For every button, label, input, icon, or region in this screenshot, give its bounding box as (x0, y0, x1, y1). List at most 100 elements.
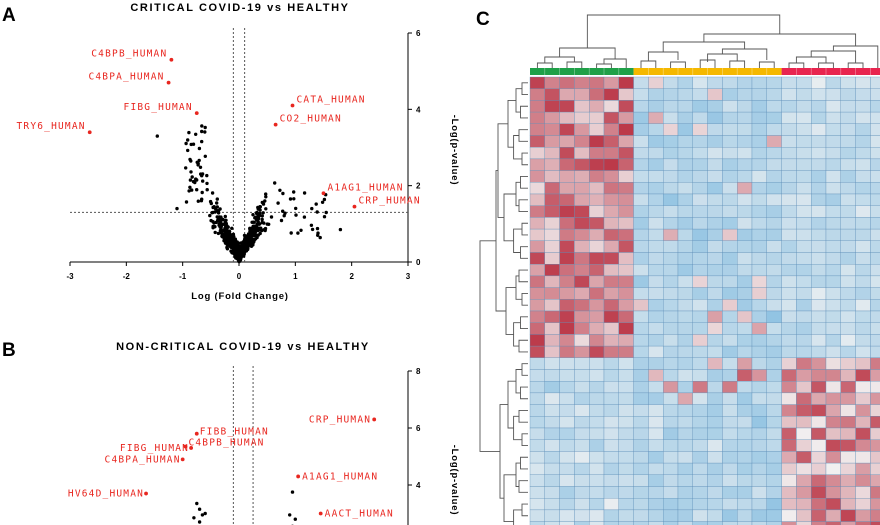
heatmap-cell (559, 123, 575, 136)
heatmap-cell (529, 170, 545, 183)
heatmap-cell (529, 147, 545, 160)
heatmap-cell (722, 264, 738, 277)
heatmap-cell (589, 474, 605, 487)
heatmap-cell (840, 228, 856, 241)
heatmap-cell (722, 509, 738, 522)
panel-a-point (195, 188, 199, 192)
heatmap-cell (796, 170, 812, 183)
panel-a-point (256, 228, 260, 233)
heatmap-cell (796, 427, 812, 440)
heatmap-cell (707, 135, 723, 148)
heatmap-cell (529, 275, 545, 288)
heatmap-cell (825, 334, 841, 347)
heatmap-cell (574, 404, 590, 417)
heatmap-cell (811, 135, 827, 148)
heatmap-cell (870, 427, 880, 440)
heatmap-cell (574, 509, 590, 522)
heatmap-cell (633, 228, 649, 241)
heatmap-cell (840, 264, 856, 277)
heatmap-cell (870, 182, 880, 195)
panel-a-point (282, 214, 286, 218)
panel-a-point (189, 170, 193, 174)
heatmap-cell (677, 205, 693, 218)
panel-a-point (262, 228, 266, 232)
panel-a-point (299, 228, 303, 232)
heatmap-cell (766, 439, 782, 452)
heatmap-cell (663, 123, 679, 136)
heatmap-cell (751, 158, 767, 171)
heatmap-cell (618, 509, 634, 522)
heatmap-cell (737, 100, 753, 113)
heatmap-cell (855, 240, 871, 253)
panel-a-point (234, 254, 239, 259)
panel-a-point (184, 200, 189, 204)
heatmap-cell (825, 521, 841, 525)
panel-a-point (229, 239, 233, 243)
heatmap-cell (559, 416, 575, 429)
heatmap-cell (692, 322, 708, 335)
heatmap-cell (692, 205, 708, 218)
heatmap-cell (589, 193, 605, 206)
heatmap-cell (707, 123, 723, 136)
heatmap-cell (707, 521, 723, 525)
heatmap-cell (648, 474, 664, 487)
heatmap-cell (692, 404, 708, 417)
panel-a-point (227, 229, 232, 234)
dendrogram-branch (586, 14, 781, 48)
panel-a-point (251, 229, 256, 234)
heatmap-cell (825, 240, 841, 253)
heatmap-cell (722, 345, 738, 358)
heatmap-cell (559, 451, 575, 464)
heatmap-cell (840, 521, 856, 525)
heatmap-cell (618, 123, 634, 136)
heatmap-cell (603, 123, 619, 136)
heatmap-cell (751, 392, 767, 405)
heatmap-cell (825, 451, 841, 464)
heatmap-cell (589, 369, 605, 382)
heatmap-cell (737, 147, 753, 160)
heatmap-cell (722, 474, 738, 487)
panel-a-point (175, 206, 179, 211)
panel-a-point (210, 211, 214, 215)
heatmap-cell (855, 498, 871, 511)
heatmap-cell (840, 427, 856, 440)
heatmap-cell (544, 228, 560, 241)
heatmap-cell (781, 147, 797, 160)
heatmap-cell (825, 404, 841, 417)
heatmap-cell (737, 392, 753, 405)
heatmap-cell (870, 474, 880, 487)
heatmap-cell (840, 381, 856, 394)
heatmap-cell (855, 392, 871, 405)
heatmap-cell (529, 310, 545, 323)
panel-a-highlight-point (290, 103, 295, 108)
heatmap-cell (589, 135, 605, 148)
heatmap-cell (663, 369, 679, 382)
heatmap-cell (840, 111, 856, 124)
panel-a-point (194, 132, 198, 136)
heatmap-cell (692, 486, 708, 499)
panel-a-point (217, 222, 221, 226)
heatmap-cell (781, 392, 797, 405)
heatmap-cell (855, 439, 871, 452)
heatmap-cell (529, 100, 545, 113)
heatmap-cell (677, 474, 693, 487)
heatmap-cell (692, 299, 708, 312)
heatmap-cell (574, 357, 590, 370)
heatmap-cell (603, 299, 619, 312)
heatmap-cell (559, 299, 575, 312)
heatmap-cell (825, 439, 841, 452)
heatmap-cell (825, 287, 841, 300)
panel-a-point (244, 238, 248, 242)
heatmap-cell (766, 287, 782, 300)
heatmap-cell (811, 509, 827, 522)
heatmap-cell (589, 76, 605, 89)
heatmap-cell (663, 205, 679, 218)
panel-b-gene-label: FIBG_HUMAN (120, 443, 189, 454)
heatmap-cell (825, 486, 841, 499)
panel-a-gene-label: FIBG_HUMAN (124, 102, 193, 113)
heatmap-cell (648, 486, 664, 499)
heatmap-cell (840, 182, 856, 195)
panel-a-point (258, 208, 262, 212)
heatmap-cell (559, 170, 575, 183)
heatmap-cell (781, 416, 797, 429)
